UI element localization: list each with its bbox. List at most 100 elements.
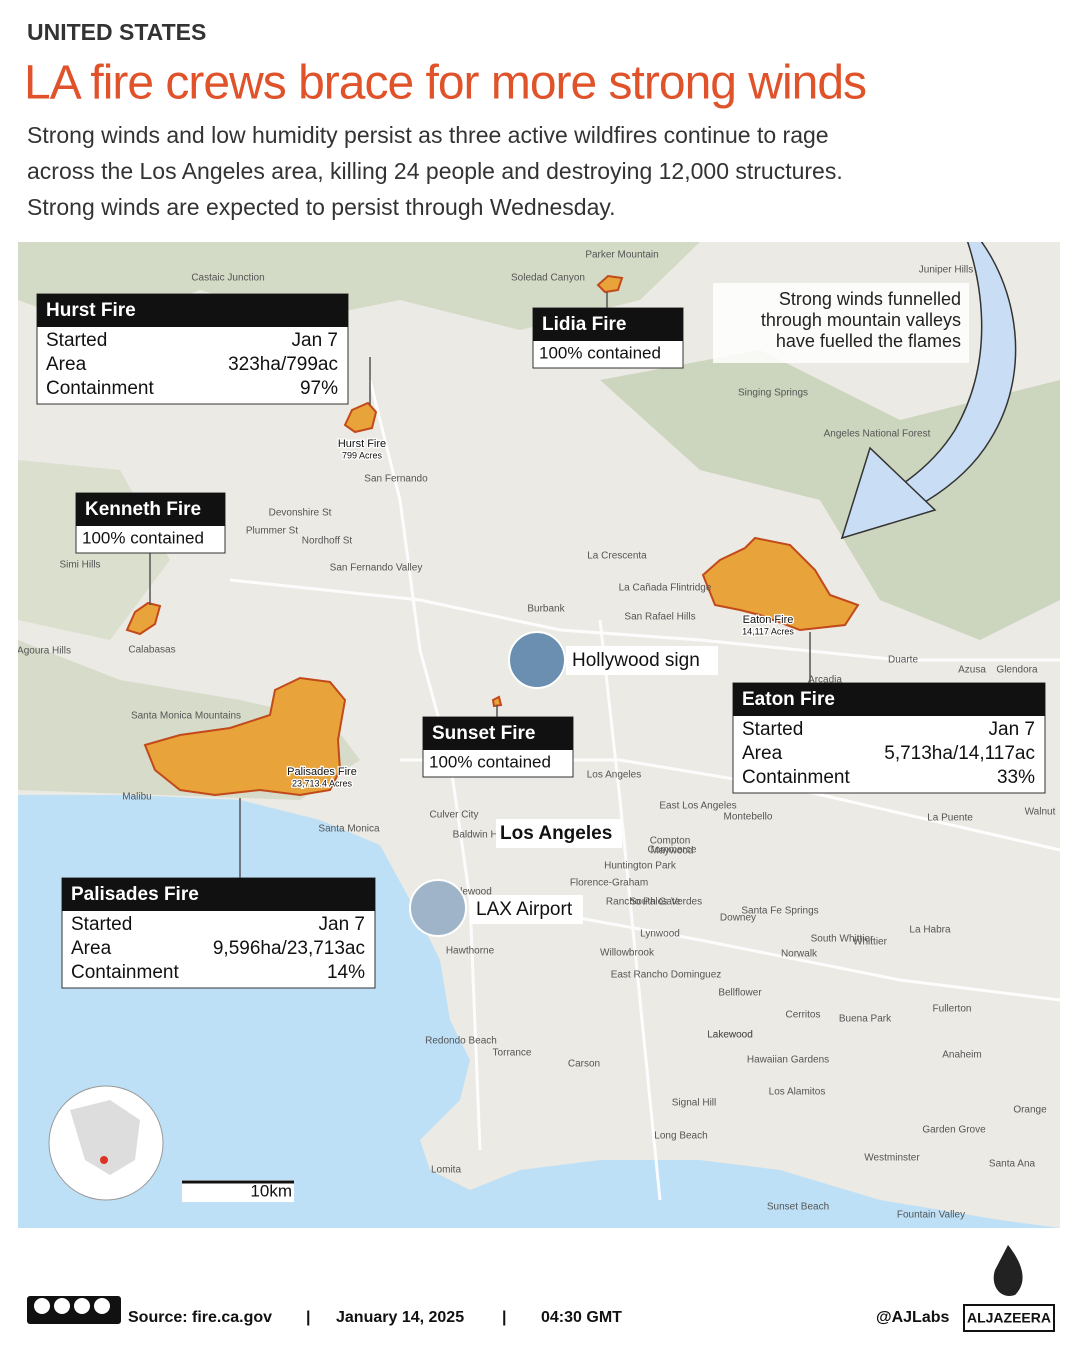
callout-status: 100% contained	[429, 752, 551, 771]
row-label: Area	[46, 354, 87, 375]
date: January 14, 2025	[336, 1309, 464, 1326]
place-label: Singing Springs	[738, 388, 808, 399]
place-label: Downey	[720, 913, 756, 924]
callout-header	[533, 308, 683, 341]
landmark-box	[566, 646, 718, 675]
place-label: Los Angeles	[587, 770, 642, 781]
place-label: Soledad Canyon	[511, 273, 585, 284]
place-label: Lakewood	[707, 1030, 753, 1041]
row-value: 33%	[997, 767, 1035, 788]
row-label: Area	[71, 938, 112, 959]
place-label: Commerce	[648, 845, 697, 856]
row-value: 9,596ha/23,713ac	[213, 938, 365, 959]
place-label: Santa Ana	[989, 1159, 1036, 1170]
place-label: Agoura Hills	[17, 646, 71, 657]
callout: Lidia Fire 100% contained	[532, 307, 684, 369]
row-value: Jan 7	[292, 330, 338, 351]
place-label: Culver City	[430, 810, 479, 821]
row-label: Containment	[46, 378, 154, 399]
callout-status: 100% contained	[539, 343, 661, 362]
row-value: 323ha/799ac	[228, 354, 338, 375]
place-label: South Whittier	[811, 934, 874, 945]
place-label: South Gate	[630, 897, 681, 908]
place-label: Devonshire St	[269, 508, 332, 519]
callout-title: Kenneth Fire	[85, 499, 201, 520]
place-label: Santa Monica Mountains	[131, 711, 241, 722]
place-label: Compton	[650, 836, 691, 847]
title: LA fire crews brace for more strong wind…	[24, 57, 866, 110]
fire-label: Hurst Fire	[338, 438, 386, 450]
subtitle: Strong winds are expected to persist thr…	[27, 194, 616, 220]
place-label: Azusa	[958, 665, 986, 676]
callout-title: Hurst Fire	[46, 300, 136, 321]
place-label: Sunset Beach	[767, 1202, 829, 1213]
separator: |	[306, 1309, 310, 1326]
place-label: Glendora	[996, 665, 1038, 676]
place-label: Lynwood	[640, 929, 680, 940]
row-value: 97%	[300, 378, 338, 399]
place-label: Inglewood	[446, 887, 492, 898]
place-label: Burbank	[527, 604, 565, 615]
row-label: Started	[742, 719, 803, 740]
place-label: Florence-Graham	[570, 878, 648, 889]
place-label: Castaic Junction	[191, 273, 264, 284]
callout-header	[733, 683, 1045, 716]
subtitle: Strong winds and low humidity persist as…	[27, 122, 829, 148]
place-label: San Fernando	[364, 474, 428, 485]
place-label: La Puente	[927, 813, 973, 824]
place-label: Angeles National Forest	[824, 429, 931, 440]
place-label: Huntington Park	[604, 861, 677, 872]
row-label: Containment	[742, 767, 850, 788]
callout-title: Eaton Fire	[742, 689, 835, 710]
callout-header	[76, 493, 225, 526]
source: Source: fire.ca.gov	[128, 1309, 272, 1326]
place-label: Fullerton	[933, 1004, 972, 1015]
place-label: Walnut	[1025, 807, 1056, 818]
place-label: Calabasas	[128, 645, 175, 656]
place-label: Arcadia	[808, 675, 842, 686]
landmark-box	[470, 895, 583, 924]
callout-status: 100% contained	[82, 528, 204, 547]
callout: Hurst Fire Started Jan 7 Area 323ha/799ac Con…	[36, 293, 349, 405]
place-label: Plummer St	[246, 526, 298, 537]
place-label: Parker Mountain	[585, 250, 658, 261]
wind-note: through mountain valleys	[761, 310, 961, 330]
place-label: Willowbrook	[600, 948, 655, 959]
place-label: Long Beach	[654, 1131, 707, 1142]
row-label: Containment	[71, 962, 179, 983]
place-label: Santa Monica	[318, 824, 380, 835]
place-label: Los Alamitos	[769, 1087, 826, 1098]
scale-label: 10km	[250, 1181, 292, 1200]
place-label: La Crescenta	[587, 551, 647, 562]
row-label: Started	[46, 330, 107, 351]
place-label: East Rancho Dominguez	[611, 970, 722, 981]
place-label: Torrance	[493, 1048, 532, 1059]
place-label: Bellflower	[718, 988, 762, 999]
landmark-label: LAX Airport	[476, 899, 573, 920]
callout: Kenneth Fire 100% contained	[75, 492, 226, 554]
place-label: Duarte	[888, 655, 918, 666]
wind-note: Strong winds funnelled	[779, 289, 961, 309]
place-label: East Los Angeles	[659, 801, 736, 812]
place-label: Fountain Valley	[897, 1210, 965, 1221]
callout: Eaton Fire Started Jan 7 Area 5,713ha/14,117…	[732, 682, 1046, 794]
place-label: Signal Hill	[672, 1098, 716, 1109]
wind-note: have fuelled the flames	[776, 331, 961, 351]
place-label: Garden Grove	[922, 1125, 986, 1136]
place-label: Malibu	[122, 792, 151, 803]
place-label: Westminster	[864, 1153, 920, 1164]
landmark-photo	[508, 631, 566, 689]
place-label: Orange	[1013, 1105, 1047, 1116]
place-label: Hawthorne	[446, 946, 495, 957]
fire-label: Eaton Fire	[743, 614, 794, 626]
city-box	[496, 819, 622, 848]
place-label: Lakewood	[707, 1030, 753, 1041]
place-label: Cerritos	[785, 1010, 820, 1021]
handle: @AJLabs	[876, 1309, 950, 1326]
place-label: La Cañada Flintridge	[619, 583, 712, 594]
place-label: Lomita	[431, 1165, 461, 1176]
separator: |	[502, 1309, 506, 1326]
callout: Sunset Fire 100% contained	[422, 716, 574, 778]
fire-label: Palisades Fire	[287, 766, 357, 778]
